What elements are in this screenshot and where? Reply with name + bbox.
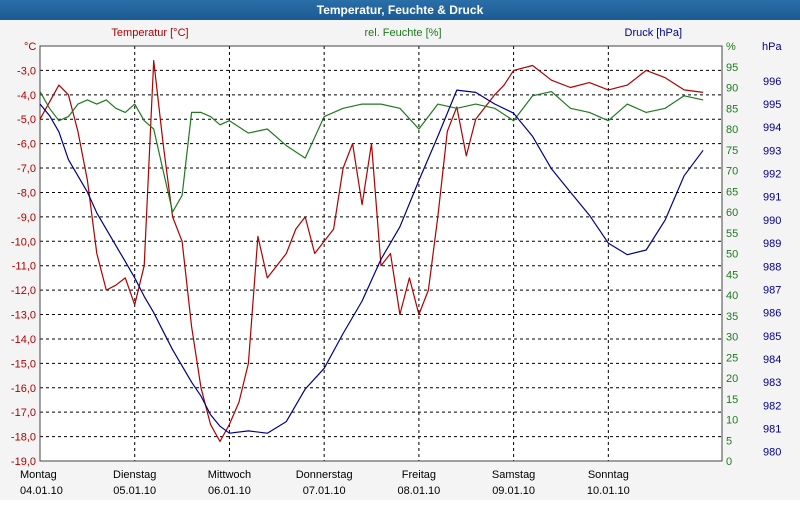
humidity-tick-label: 80 — [726, 124, 738, 136]
temperature-tick-label: -9,0 — [17, 212, 36, 224]
x-axis-labels: Montag 04.01.10 Dienstag 05.01.10 Mittwoch 06… — [20, 469, 630, 497]
chart-title: Temperatur, Feuchte & Druck — [0, 0, 800, 20]
x-day-label: Dienstag — [113, 469, 156, 481]
humidity-tick-label: 5 — [726, 435, 732, 447]
humidity-tick-label: 95 — [726, 62, 738, 74]
x-day-label: Sonntag — [588, 469, 629, 481]
humidity-tick-label: 0 — [726, 456, 732, 468]
plot-frame — [39, 45, 723, 462]
temperature-tick-label: -4,0 — [17, 90, 36, 102]
temperature-tick-label: -11,0 — [12, 261, 36, 273]
temperature-tick-label: -8,0 — [17, 187, 36, 199]
pressure-tick-label: 981 — [763, 424, 781, 436]
humidity-tick-label: 10 — [726, 415, 738, 427]
temperature-axis-ticks: -3,0 -4,0 -5,0 -6,0 -7,0 -8,0 -9,0 -10,0 -11,0 -1… — [11, 65, 36, 468]
pressure-tick-label: 991 — [763, 192, 781, 204]
x-day-label: Montag — [20, 469, 57, 481]
x-day-label: Freitag — [402, 469, 436, 481]
pressure-tick-label: 992 — [763, 169, 781, 181]
temperature-tick-label: -5,0 — [17, 114, 36, 126]
temperature-tick-label: -10,0 — [11, 236, 36, 248]
temperature-tick-label: -19,0 — [11, 456, 36, 468]
temperature-tick-label: -15,0 — [11, 358, 36, 370]
humidity-tick-label: 90 — [726, 83, 738, 95]
pressure-tick-label: 987 — [763, 284, 781, 296]
temperature-tick-label: -14,0 — [11, 334, 36, 346]
pressure-tick-label: 989 — [763, 238, 781, 250]
temperature-tick-label: -7,0 — [17, 163, 36, 175]
weather-chart-svg: Temperatur [°C] rel. Feuchte [%] Druck [… — [11, 27, 783, 497]
pressure-axis-ticks: 996 995 994 993 992 991 990 989 988 987 986 985 984 9… — [763, 76, 781, 459]
temperature-axis-title: Temperatur [°C] — [111, 27, 188, 39]
humidity-tick-label: 70 — [726, 166, 738, 178]
pressure-tick-label: 988 — [763, 261, 781, 273]
series-line-druck — [39, 89, 704, 434]
pressure-tick-label: 986 — [763, 308, 781, 320]
pressure-tick-label: 994 — [763, 122, 781, 134]
humidity-tick-label: 25 — [726, 352, 738, 364]
x-date-label: 06.01.10 — [208, 485, 251, 497]
humidity-axis-title: rel. Feuchte [%] — [364, 27, 441, 39]
humidity-tick-label: 20 — [726, 373, 738, 385]
humidity-tick-label: 75 — [726, 145, 738, 157]
temperature-tick-label: -12,0 — [11, 285, 36, 297]
x-date-label: 04.01.10 — [20, 485, 63, 497]
humidity-tick-label: 35 — [726, 311, 738, 323]
pressure-tick-label: 985 — [763, 331, 781, 343]
pressure-tick-label: 983 — [763, 377, 781, 389]
humidity-tick-label: 65 — [726, 186, 738, 198]
series-line-rel-feuchte — [39, 90, 704, 213]
pressure-tick-label: 990 — [763, 215, 781, 227]
x-date-label: 07.01.10 — [303, 485, 346, 497]
humidity-tick-label: 45 — [726, 269, 738, 281]
temperature-tick-label: -16,0 — [11, 383, 36, 395]
humidity-tick-label: 15 — [726, 394, 738, 406]
x-date-label: 05.01.10 — [113, 485, 156, 497]
temperature-tick-label: -13,0 — [11, 310, 36, 322]
humidity-tick-label: 40 — [726, 290, 738, 302]
pressure-tick-label: 982 — [763, 400, 781, 412]
temperature-tick-label: -17,0 — [11, 407, 36, 419]
humidity-tick-label: 55 — [726, 228, 738, 240]
humidity-tick-label: 50 — [726, 249, 738, 261]
temperature-tick-label: -6,0 — [17, 139, 36, 151]
pressure-tick-label: 995 — [763, 99, 781, 111]
temperature-tick-label: -3,0 — [17, 65, 36, 77]
series-lines — [39, 59, 704, 443]
x-day-label: Samstag — [492, 469, 535, 481]
humidity-tick-label: 85 — [726, 103, 738, 115]
plot-background — [40, 46, 722, 461]
pressure-tick-label: 993 — [763, 145, 781, 157]
pressure-unit: hPa — [762, 41, 782, 53]
humidity-tick-label: 30 — [726, 332, 738, 344]
series-line-temperatur — [39, 59, 704, 443]
x-day-label: Donnerstag — [296, 469, 353, 481]
chart-area: Temperatur [°C] rel. Feuchte [%] Druck [… — [0, 20, 800, 500]
humidity-tick-label: 60 — [726, 207, 738, 219]
axes — [39, 45, 723, 462]
x-date-label: 10.01.10 — [587, 485, 630, 497]
humidity-unit: % — [726, 41, 736, 53]
temperature-unit: °C — [24, 41, 36, 53]
pressure-tick-label: 980 — [763, 447, 781, 459]
x-date-label: 08.01.10 — [397, 485, 440, 497]
pressure-tick-label: 984 — [763, 354, 781, 366]
x-day-label: Mittwoch — [208, 469, 251, 481]
pressure-tick-label: 996 — [763, 76, 781, 88]
pressure-axis-title: Druck [hPa] — [625, 27, 682, 39]
x-date-label: 09.01.10 — [492, 485, 535, 497]
temperature-tick-label: -18,0 — [11, 432, 36, 444]
